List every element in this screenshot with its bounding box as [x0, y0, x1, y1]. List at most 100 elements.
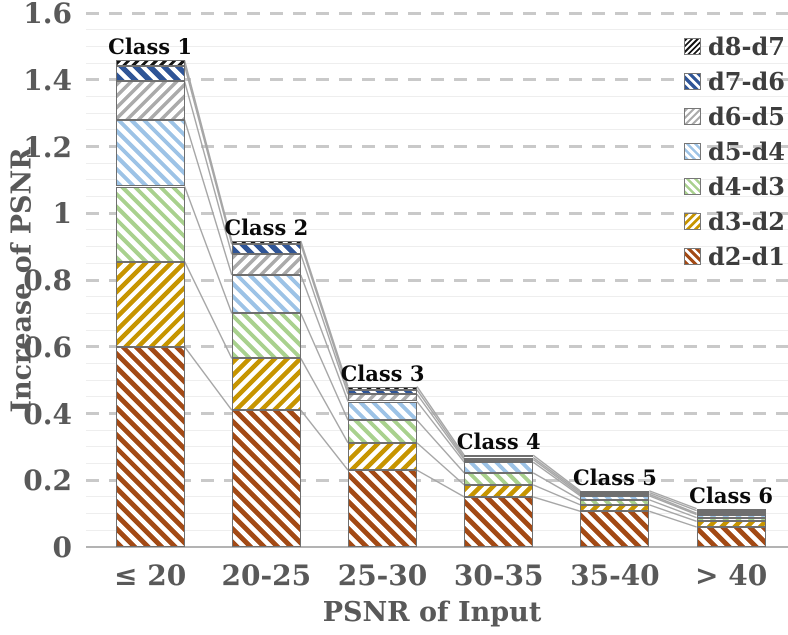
- x-tick-label: 35-40: [570, 559, 660, 592]
- bar-segment-d7-d6: [348, 389, 417, 395]
- x-axis-line: [86, 546, 788, 548]
- connector-line: [183, 186, 233, 314]
- bar-segment-d2-d1: [348, 470, 417, 547]
- bar-segment-d4-d3: [464, 472, 534, 485]
- bar-segment-d5-d4: [231, 275, 301, 314]
- y-tick-label: 0: [52, 531, 72, 564]
- bar-segment-d5-d4: [580, 495, 650, 500]
- y-tick-label: 0.4: [23, 397, 72, 431]
- gridline-minor: [86, 379, 788, 381]
- legend-swatch-icon: [684, 73, 701, 90]
- gridline-minor: [86, 329, 788, 331]
- y-tick-label: 1.6: [23, 0, 72, 30]
- gridline-minor: [86, 246, 788, 248]
- bar-segment-d5-d4: [348, 401, 417, 421]
- y-tick-label: 0.2: [23, 464, 72, 498]
- bar-segment-d3-d2: [696, 521, 766, 527]
- gridline-minor: [86, 312, 788, 314]
- legend: d8-d7 d7-d6 d6-d5 d5-d4 d4-d3 d3-d2 d2-d…: [684, 29, 785, 274]
- y-tick-label: 1.2: [23, 130, 72, 164]
- bar-segment-d4-d3: [115, 186, 185, 262]
- bar-segment-d8-d7: [348, 386, 417, 390]
- gridline-minor: [86, 513, 788, 515]
- gridline-minor: [86, 179, 788, 181]
- y-tick-label: 0.6: [23, 330, 72, 364]
- bar-segment-d8-d7: [464, 455, 534, 458]
- gridline-major: [86, 145, 788, 148]
- legend-swatch-icon: [684, 178, 701, 195]
- bar-segment-d8-d7: [231, 241, 301, 245]
- bar-segment-d2-d1: [115, 346, 185, 548]
- bar-segment-d7-d6: [696, 510, 766, 514]
- bar-segment-d4-d3: [231, 313, 301, 359]
- bar-segment-d6-d5: [231, 254, 301, 275]
- gridline-major: [86, 211, 788, 215]
- bar-segment-d6-d5: [348, 394, 417, 402]
- bar-segment-d2-d1: [696, 527, 766, 547]
- gridline-minor: [86, 112, 788, 114]
- y-tick-label: 1.4: [23, 63, 72, 97]
- y-tick-label: 1: [52, 197, 72, 231]
- gridline-minor: [86, 262, 788, 264]
- legend-label: d6-d5: [708, 101, 785, 131]
- legend-label: d5-d4: [708, 136, 785, 166]
- bar-segment-d6-d5: [696, 513, 766, 516]
- bar-segment-d6-d5: [115, 81, 185, 120]
- bar-segment-d4-d3: [348, 420, 417, 443]
- gridline-major: [86, 78, 788, 82]
- legend-entry: d3-d2: [684, 204, 785, 239]
- bar-segment-d3-d2: [231, 358, 301, 411]
- legend-entry: d2-d1: [684, 239, 785, 274]
- gridline-minor: [86, 396, 788, 398]
- bar-label: Class 3: [340, 360, 425, 386]
- y-tick-label: 0.8: [23, 264, 72, 297]
- x-tick-label: 20-25: [221, 559, 312, 592]
- connector-line: [183, 261, 233, 359]
- connector-line: [416, 469, 465, 498]
- legend-label: d2-d1: [708, 241, 785, 271]
- bar-segment-d5-d4: [115, 119, 185, 187]
- gridline-major: [86, 278, 788, 282]
- connector-line: [300, 409, 349, 471]
- bar-segment-d7-d6: [115, 65, 185, 82]
- legend-label: d8-d7: [708, 31, 785, 61]
- bar-segment-d4-d3: [696, 517, 766, 522]
- bar-segment-d3-d2: [580, 504, 650, 512]
- x-tick-label: 30-35: [453, 559, 544, 592]
- gridline-major: [86, 345, 788, 349]
- bar-segment-d8-d7: [580, 490, 650, 493]
- gridline-minor: [86, 45, 788, 47]
- connector-line: [183, 119, 233, 276]
- gridline-minor: [86, 362, 788, 364]
- bar-label: Class 6: [689, 482, 774, 508]
- bar-segment-d3-d2: [115, 261, 185, 347]
- legend-swatch-icon: [684, 38, 701, 55]
- legend-entry: d4-d3: [684, 169, 785, 204]
- gridline-minor: [86, 162, 788, 164]
- bar-segment-d7-d6: [231, 244, 301, 255]
- bar-label: Class 5: [572, 464, 657, 490]
- legend-swatch-icon: [684, 248, 701, 265]
- gridline-major: [86, 11, 788, 15]
- legend-entry: d7-d6: [684, 64, 785, 99]
- bar-label: Class 4: [456, 429, 541, 455]
- bar-segment-d8-d7: [696, 508, 766, 511]
- bar-segment-d5-d4: [464, 462, 534, 473]
- bar-segment-d6-d5: [580, 494, 650, 497]
- x-axis-title: PSNR of Input: [322, 597, 542, 628]
- gridline-minor: [86, 229, 788, 231]
- bar-segment-d3-d2: [348, 442, 417, 471]
- bar-segment-d4-d3: [580, 499, 650, 505]
- gridline-minor: [86, 129, 788, 131]
- gridline-minor: [86, 529, 788, 531]
- bar-segment-d2-d1: [231, 410, 301, 547]
- legend-swatch-icon: [684, 213, 701, 230]
- bar-label: Class 1: [108, 34, 193, 60]
- gridline-minor: [86, 29, 788, 31]
- legend-entry: d8-d7: [684, 29, 785, 64]
- gridline-minor: [86, 196, 788, 198]
- connector-line: [184, 346, 233, 411]
- x-tick-label: ≤ 20: [114, 559, 187, 592]
